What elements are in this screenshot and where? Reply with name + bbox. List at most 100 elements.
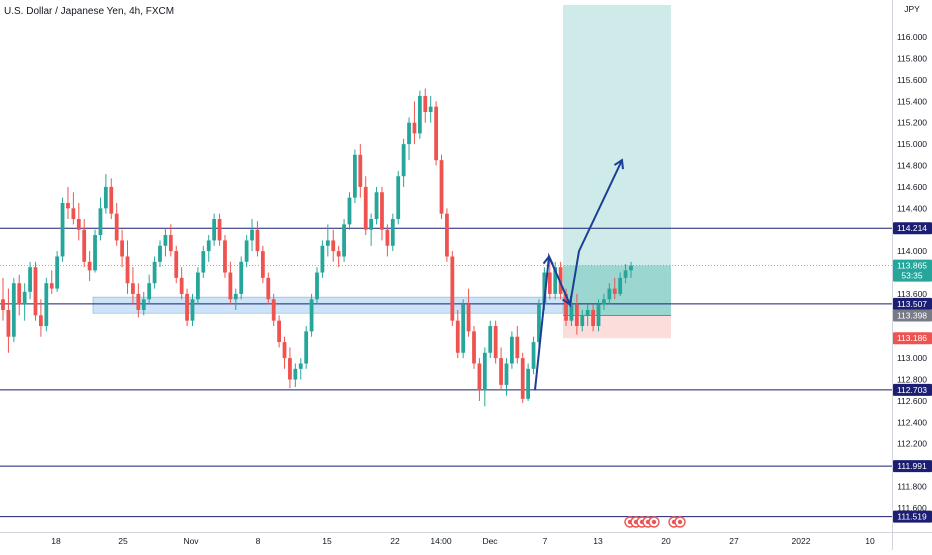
candle	[217, 213, 222, 246]
event-flag-icon[interactable]	[674, 516, 686, 528]
candle-body	[55, 256, 60, 289]
candle-body	[623, 270, 628, 278]
candle	[439, 154, 444, 220]
candle-body	[488, 326, 493, 353]
candle	[466, 288, 471, 337]
candle-body	[596, 304, 601, 327]
candle-body	[271, 299, 276, 321]
candle	[233, 288, 238, 310]
time-tick-label: 25	[118, 536, 128, 546]
candle-body	[141, 299, 146, 310]
price-tick-label: 112.200	[897, 439, 927, 449]
candle	[315, 267, 319, 305]
price-tick-label: 115.400	[897, 96, 927, 106]
candle-body	[504, 363, 509, 385]
candle-body	[196, 272, 200, 300]
candle-body	[461, 304, 466, 353]
candle-body	[49, 283, 54, 289]
candle	[39, 299, 43, 337]
position-target-zone[interactable]	[563, 5, 671, 316]
event-markers[interactable]	[624, 516, 686, 528]
candle-body	[336, 251, 341, 257]
candle-body	[374, 192, 379, 220]
position-tool[interactable]	[563, 5, 671, 339]
horizontal-levels[interactable]	[0, 227, 892, 518]
candle-body	[477, 363, 482, 391]
candle	[158, 240, 162, 268]
candle	[228, 261, 233, 305]
candle	[553, 261, 558, 300]
candle-body	[185, 293, 189, 321]
candle	[380, 186, 384, 241]
arrow-head-peak	[542, 254, 554, 266]
candle-body	[82, 229, 87, 262]
candle-body	[163, 235, 168, 246]
candle-body	[363, 186, 368, 230]
arrow-head-target	[613, 158, 624, 170]
support-zone-rect[interactable]	[92, 296, 564, 314]
candle	[6, 288, 11, 353]
candle-body	[266, 277, 271, 300]
time-tick-label: 8	[256, 536, 261, 546]
price-tag-level: 111.519	[893, 510, 932, 523]
candle	[288, 347, 292, 389]
candle	[445, 208, 449, 262]
candle	[385, 224, 390, 257]
candle-body	[342, 224, 346, 257]
price-tick-label: 112.600	[897, 396, 927, 406]
arrow-head-dip	[562, 295, 573, 307]
candle	[109, 178, 114, 220]
price-tag-bg	[893, 222, 932, 235]
candle-body	[288, 358, 292, 380]
candle	[499, 347, 503, 391]
support-zone[interactable]	[92, 296, 564, 314]
candle	[585, 304, 590, 327]
candle-body	[358, 154, 363, 187]
time-axis[interactable]: 18 25 Nov 8 15 22 14:00 Dec 7 13 20 27 2022 10	[0, 532, 932, 550]
candle	[320, 240, 325, 278]
price-tick-label: 112.400	[897, 417, 927, 427]
candle-body	[585, 309, 590, 316]
candle	[434, 101, 438, 166]
candle	[531, 336, 536, 375]
price-tick-label: 114.000	[897, 246, 927, 256]
price-tick-label: 115.800	[897, 54, 927, 64]
candle-body	[114, 213, 119, 241]
candle-body	[558, 267, 563, 294]
candle-body	[369, 219, 374, 230]
candle	[76, 202, 81, 241]
candle-body	[76, 219, 81, 230]
candle	[71, 192, 76, 225]
candle	[298, 358, 303, 380]
candle	[266, 272, 271, 305]
candle-body	[147, 283, 152, 300]
projection-path[interactable]	[534, 158, 624, 391]
candle	[602, 293, 606, 310]
candle-body	[60, 202, 65, 257]
event-flag-icon[interactable]	[648, 516, 660, 528]
candle-body	[28, 267, 32, 292]
price-tick-label: 111.800	[897, 482, 927, 492]
candle-body	[309, 299, 314, 332]
position-stop-zone[interactable]	[563, 315, 671, 339]
candle	[477, 358, 482, 401]
candle-body	[174, 251, 179, 278]
candle	[60, 197, 65, 262]
candle	[55, 251, 60, 292]
candle-body	[569, 304, 574, 321]
candle	[417, 90, 422, 139]
candle	[520, 352, 525, 404]
price-tag-label: 111.991	[897, 461, 927, 471]
candle-body	[325, 240, 330, 246]
candle	[174, 245, 179, 284]
candle	[66, 186, 70, 220]
candle-body	[125, 256, 130, 284]
candle	[223, 235, 227, 278]
price-tick-label: 115.000	[897, 139, 927, 149]
candle	[239, 256, 244, 300]
candle	[147, 274, 152, 305]
